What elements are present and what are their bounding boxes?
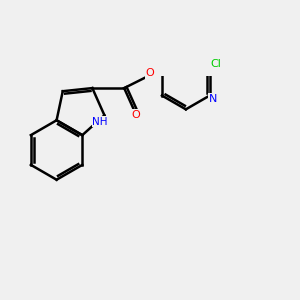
Text: Cl: Cl (211, 59, 222, 69)
Text: N: N (209, 94, 217, 104)
Text: O: O (131, 110, 140, 120)
Text: NH: NH (92, 117, 108, 127)
Text: O: O (145, 68, 154, 78)
